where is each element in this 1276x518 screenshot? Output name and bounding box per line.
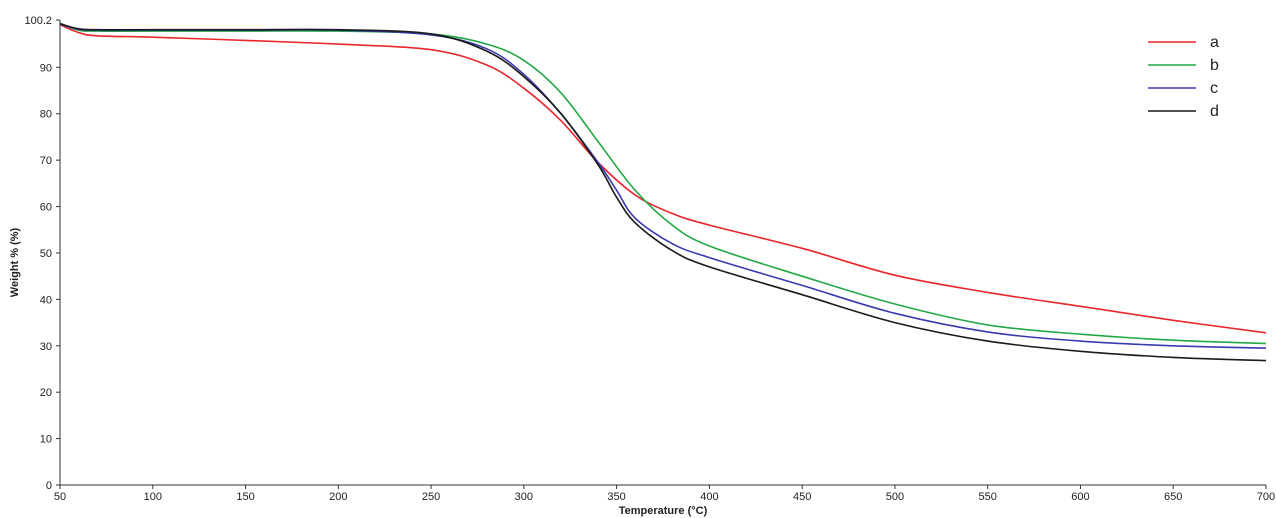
y-ticks: 0 10 20 30 40 50 60 70 80 90 100.2 — [24, 15, 60, 492]
y-tick-label: 20 — [40, 387, 52, 399]
x-tick-label: 700 — [1257, 491, 1275, 503]
y-tick-label: 70 — [40, 155, 52, 167]
y-tick-label: 50 — [40, 248, 52, 260]
x-axis-title: Temperature (°C) — [619, 505, 708, 517]
legend-label-c: c — [1210, 80, 1218, 97]
x-tick-label: 500 — [886, 491, 904, 503]
y-axis-title: Weight % (%) — [9, 227, 21, 297]
x-tick-label: 100 — [144, 491, 162, 503]
y-tick-label: 30 — [40, 341, 52, 353]
x-tick-label: 50 — [54, 491, 66, 503]
series-line-c — [59, 23, 1267, 349]
y-tick-label: 100.2 — [24, 15, 52, 27]
x-tick-label: 450 — [793, 491, 811, 503]
y-tick-label: 60 — [40, 202, 52, 214]
x-ticks: 50 100 150 200 250 300 350 400 450 500 550 600 650 70… — [54, 485, 1275, 503]
x-tick-label: 150 — [236, 491, 254, 503]
legend-label-b: b — [1210, 57, 1219, 74]
x-tick-label: 200 — [329, 491, 347, 503]
y-tick-label: 40 — [40, 294, 52, 306]
legend-label-d: d — [1210, 103, 1219, 120]
series-line-b — [59, 22, 1267, 345]
series-line-a — [59, 23, 1267, 334]
axes — [59, 20, 1266, 486]
series-line-d — [59, 22, 1267, 362]
x-tick-label: 350 — [607, 491, 625, 503]
y-tick-label: 80 — [40, 109, 52, 121]
y-tick-label: 0 — [46, 480, 52, 492]
x-tick-label: 550 — [979, 491, 997, 503]
legend-label-a: a — [1210, 34, 1219, 51]
x-tick-label: 650 — [1164, 491, 1182, 503]
y-tick-label: 10 — [40, 434, 52, 446]
x-tick-label: 300 — [515, 491, 533, 503]
x-tick-label: 250 — [422, 491, 440, 503]
x-tick-label: 600 — [1071, 491, 1089, 503]
series-layer — [59, 22, 1267, 362]
x-tick-label: 400 — [700, 491, 718, 503]
y-tick-label: 90 — [40, 62, 52, 74]
